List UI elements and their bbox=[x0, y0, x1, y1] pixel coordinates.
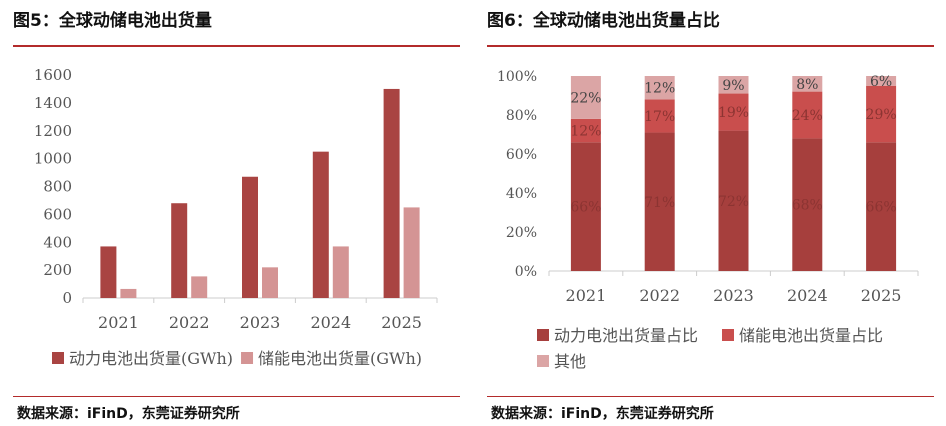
x-tick-label: 2023 bbox=[240, 313, 281, 332]
bar-power bbox=[100, 246, 117, 298]
y-tick-label: 1200 bbox=[34, 122, 72, 140]
data-label: 66% bbox=[866, 200, 897, 216]
legend-swatch bbox=[241, 352, 254, 364]
title-rule-right bbox=[487, 45, 934, 47]
y-tick-label: 1000 bbox=[34, 150, 72, 168]
y-tick-label: 0 bbox=[62, 289, 72, 307]
stack-segment bbox=[570, 142, 601, 271]
legend-label: 储能电池出货量(GWh) bbox=[258, 349, 422, 368]
stack-segment bbox=[570, 118, 601, 143]
stack-segment bbox=[792, 76, 823, 92]
x-tick-label: 2022 bbox=[169, 313, 210, 332]
data-label: 8% bbox=[796, 77, 818, 93]
legend-swatch bbox=[537, 329, 549, 341]
stack-segment bbox=[644, 76, 675, 100]
legend-label: 动力电池出货量占比 bbox=[554, 326, 698, 345]
x-tick-label: 2022 bbox=[639, 286, 680, 305]
y-tick-label: 1400 bbox=[34, 94, 72, 112]
y-tick-label: 0% bbox=[515, 264, 537, 280]
stack-segment bbox=[866, 85, 897, 143]
bar-power bbox=[312, 151, 329, 298]
bar-power bbox=[171, 203, 188, 298]
stack-segment bbox=[718, 93, 749, 131]
bar-power bbox=[383, 88, 400, 298]
data-label: 6% bbox=[870, 74, 892, 90]
data-label: 24% bbox=[792, 108, 823, 124]
x-tick-label: 2023 bbox=[713, 286, 754, 305]
x-tick-label: 2021 bbox=[566, 286, 607, 305]
data-label: 71% bbox=[644, 195, 675, 211]
source-note-right: 数据来源：iFinD，东莞证券研究所 bbox=[491, 406, 714, 422]
bar-storage bbox=[262, 267, 278, 298]
stack-segment bbox=[792, 138, 823, 271]
footer-rule-right bbox=[487, 396, 934, 397]
y-tick-label: 1600 bbox=[34, 66, 72, 84]
y-tick-label: 600 bbox=[43, 205, 72, 223]
data-label: 9% bbox=[722, 78, 744, 94]
stack-segment bbox=[792, 91, 823, 139]
y-tick-label: 40% bbox=[506, 186, 537, 202]
bar-power bbox=[242, 176, 258, 298]
y-tick-label: 200 bbox=[43, 261, 72, 279]
legend-swatch bbox=[52, 352, 64, 364]
title-rule-left bbox=[13, 45, 460, 47]
chart-title-right: 图6：全球动储电池出货量占比 bbox=[487, 11, 720, 31]
stack-segment bbox=[718, 130, 749, 271]
footer-rule-left bbox=[13, 396, 460, 397]
data-label: 12% bbox=[570, 124, 601, 140]
stack-segment bbox=[866, 142, 897, 271]
bar-storage bbox=[120, 288, 137, 298]
data-label: 66% bbox=[570, 200, 601, 216]
stack-segment bbox=[718, 76, 749, 94]
data-label: 19% bbox=[718, 105, 749, 121]
legend-label: 动力电池出货量(GWh) bbox=[69, 349, 233, 368]
legend-swatch bbox=[537, 355, 549, 367]
data-label: 12% bbox=[644, 81, 675, 97]
x-tick-label: 2025 bbox=[381, 313, 422, 332]
bar-storage bbox=[191, 276, 208, 298]
data-label: 17% bbox=[644, 109, 675, 125]
stack-segment bbox=[570, 76, 601, 119]
legend-swatch bbox=[722, 329, 734, 341]
x-tick-label: 2024 bbox=[310, 313, 351, 332]
legend-label: 其他 bbox=[554, 352, 586, 371]
chart-title-left: 图5：全球动储电池出货量 bbox=[13, 11, 212, 31]
x-tick-label: 2025 bbox=[861, 286, 902, 305]
data-label: 29% bbox=[866, 107, 897, 123]
stack-segment bbox=[644, 99, 675, 133]
y-tick-label: 60% bbox=[506, 147, 537, 163]
data-label: 72% bbox=[718, 194, 749, 210]
data-label: 68% bbox=[792, 198, 823, 214]
y-tick-label: 100% bbox=[497, 69, 537, 85]
legend-label: 储能电池出货量占比 bbox=[739, 326, 883, 345]
y-tick-label: 800 bbox=[43, 178, 72, 196]
y-tick-label: 20% bbox=[506, 225, 537, 241]
bar-storage bbox=[403, 207, 420, 298]
source-note-left: 数据来源：iFinD，东莞证券研究所 bbox=[17, 406, 240, 422]
y-tick-label: 80% bbox=[506, 108, 537, 124]
y-tick-label: 400 bbox=[43, 233, 72, 251]
x-tick-label: 2021 bbox=[98, 313, 139, 332]
stack-segment bbox=[866, 76, 897, 86]
data-label: 22% bbox=[570, 90, 601, 106]
x-tick-label: 2024 bbox=[787, 286, 828, 305]
stack-segment bbox=[644, 132, 675, 271]
bar-storage bbox=[332, 246, 349, 298]
